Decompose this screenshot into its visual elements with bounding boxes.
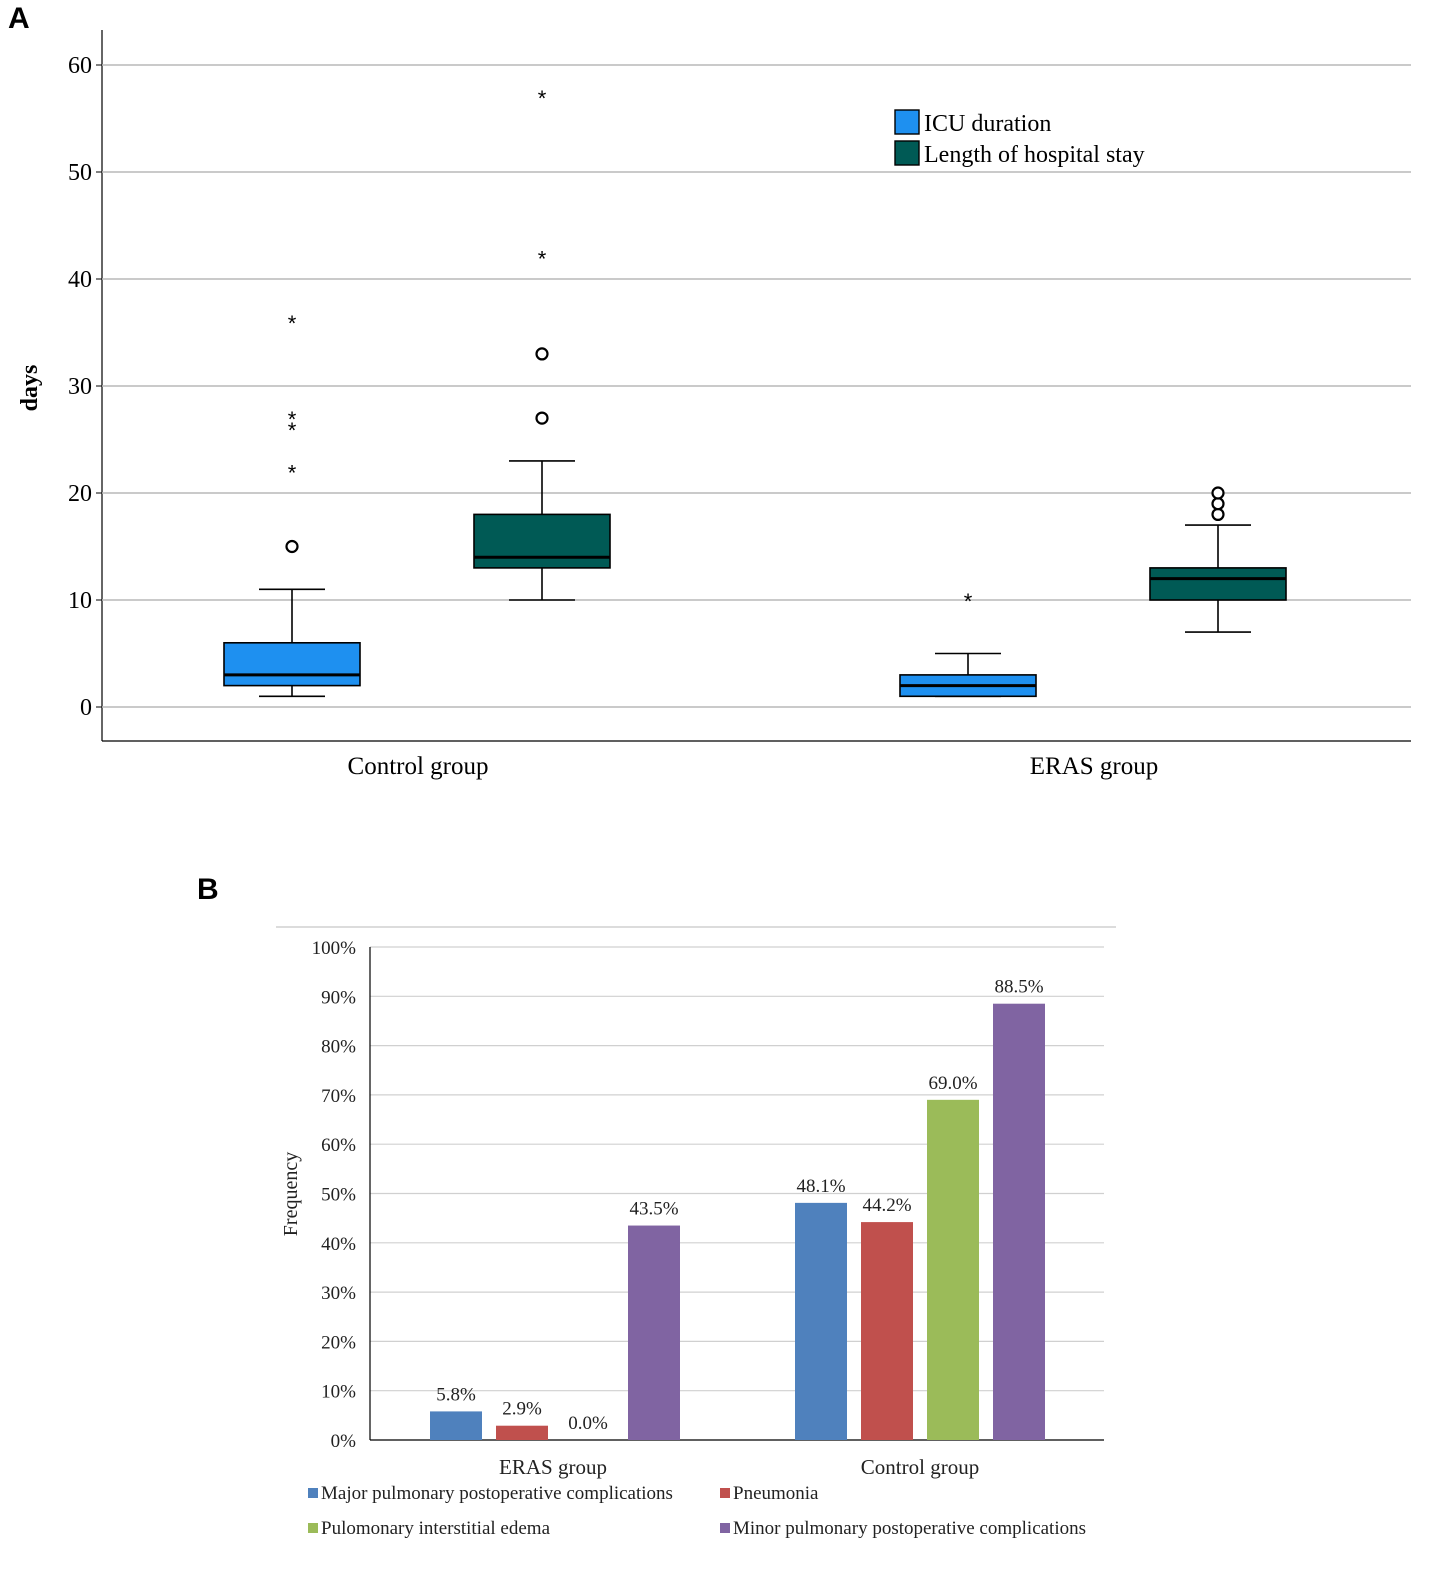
y-tick-label: 50	[68, 160, 92, 186]
legend-swatch	[894, 140, 920, 166]
legend-swatch	[720, 1488, 730, 1498]
x-category-label: Control group	[348, 753, 489, 780]
outlier-point	[535, 411, 549, 425]
legend-label: Length of hospital stay	[924, 142, 1145, 168]
y-tick-label: 40%	[321, 1234, 356, 1255]
y-tick-label: 80%	[321, 1037, 356, 1058]
extreme-point: *	[964, 589, 973, 614]
y-tick-label: 20%	[321, 1332, 356, 1353]
box	[223, 641, 361, 687]
y-axis-title: Frequency	[280, 1152, 302, 1236]
y-tick-label: 30	[68, 374, 92, 400]
legend-swatch	[308, 1523, 318, 1533]
bar	[927, 1099, 979, 1440]
bar-data-label: 43.5%	[629, 1199, 678, 1220]
extreme-point: *	[538, 247, 547, 272]
bar	[861, 1222, 913, 1440]
bar-data-label: 48.1%	[796, 1176, 845, 1197]
legend-swatch	[720, 1523, 730, 1533]
y-tick-label: 0%	[331, 1431, 357, 1452]
extreme-point: *	[288, 418, 297, 443]
extreme-point: *	[538, 86, 547, 111]
bar-data-label: 69.0%	[928, 1073, 977, 1094]
x-category-label: ERAS group	[499, 1455, 607, 1479]
box	[1149, 567, 1287, 601]
legend-swatch	[894, 109, 920, 135]
y-tick-label: 30%	[321, 1283, 356, 1304]
bar	[795, 1202, 847, 1440]
y-tick-label: 10	[68, 588, 92, 614]
bar-data-label: 88.5%	[994, 977, 1043, 998]
box	[473, 513, 611, 569]
y-tick-label: 40	[68, 267, 92, 293]
y-tick-label: 10%	[321, 1382, 356, 1403]
legend-label: ICU duration	[924, 111, 1051, 137]
extreme-point: *	[288, 461, 297, 486]
y-tick-label: 100%	[312, 938, 357, 959]
bar	[496, 1425, 548, 1440]
bar	[628, 1225, 680, 1440]
panel-label-a: A	[8, 2, 30, 35]
x-category-label: ERAS group	[1030, 753, 1158, 780]
x-category-label: Control group	[861, 1455, 979, 1479]
box-plot-chart: 0 10 20 30 40 50 60 days Control group ERAS group…	[17, 30, 1411, 780]
y-tick-label: 60	[68, 53, 92, 79]
y-tick-label: 20	[68, 481, 92, 507]
y-tick-label: 60%	[321, 1135, 356, 1156]
y-tick-label: 70%	[321, 1086, 356, 1107]
bar-data-label: 44.2%	[862, 1195, 911, 1216]
extreme-point: *	[288, 407, 297, 432]
legend-label: Major pulmonary postoperative complicati…	[321, 1483, 673, 1504]
y-axis-title: days	[17, 365, 43, 412]
outlier-point	[535, 347, 549, 361]
legend-label: Minor pulmonary postoperative complicati…	[733, 1518, 1086, 1539]
outlier-point	[285, 539, 299, 554]
y-tick-label: 50%	[321, 1185, 356, 1206]
extreme-point: *	[288, 311, 297, 336]
bar-data-label: 2.9%	[502, 1399, 542, 1420]
bar-data-label: 0.0%	[568, 1413, 608, 1434]
y-tick-label: 0	[80, 695, 92, 721]
bar	[993, 1003, 1045, 1440]
legend-swatch	[308, 1488, 318, 1498]
bar-data-label: 5.8%	[436, 1384, 476, 1405]
legend-label: Pneumonia	[733, 1483, 819, 1504]
outlier-point	[1211, 486, 1225, 500]
legend-label: Pulomonary interstitial edema	[321, 1518, 551, 1539]
y-tick-label: 90%	[321, 987, 356, 1008]
bar	[430, 1411, 482, 1440]
panel-label-b: B	[197, 873, 219, 906]
